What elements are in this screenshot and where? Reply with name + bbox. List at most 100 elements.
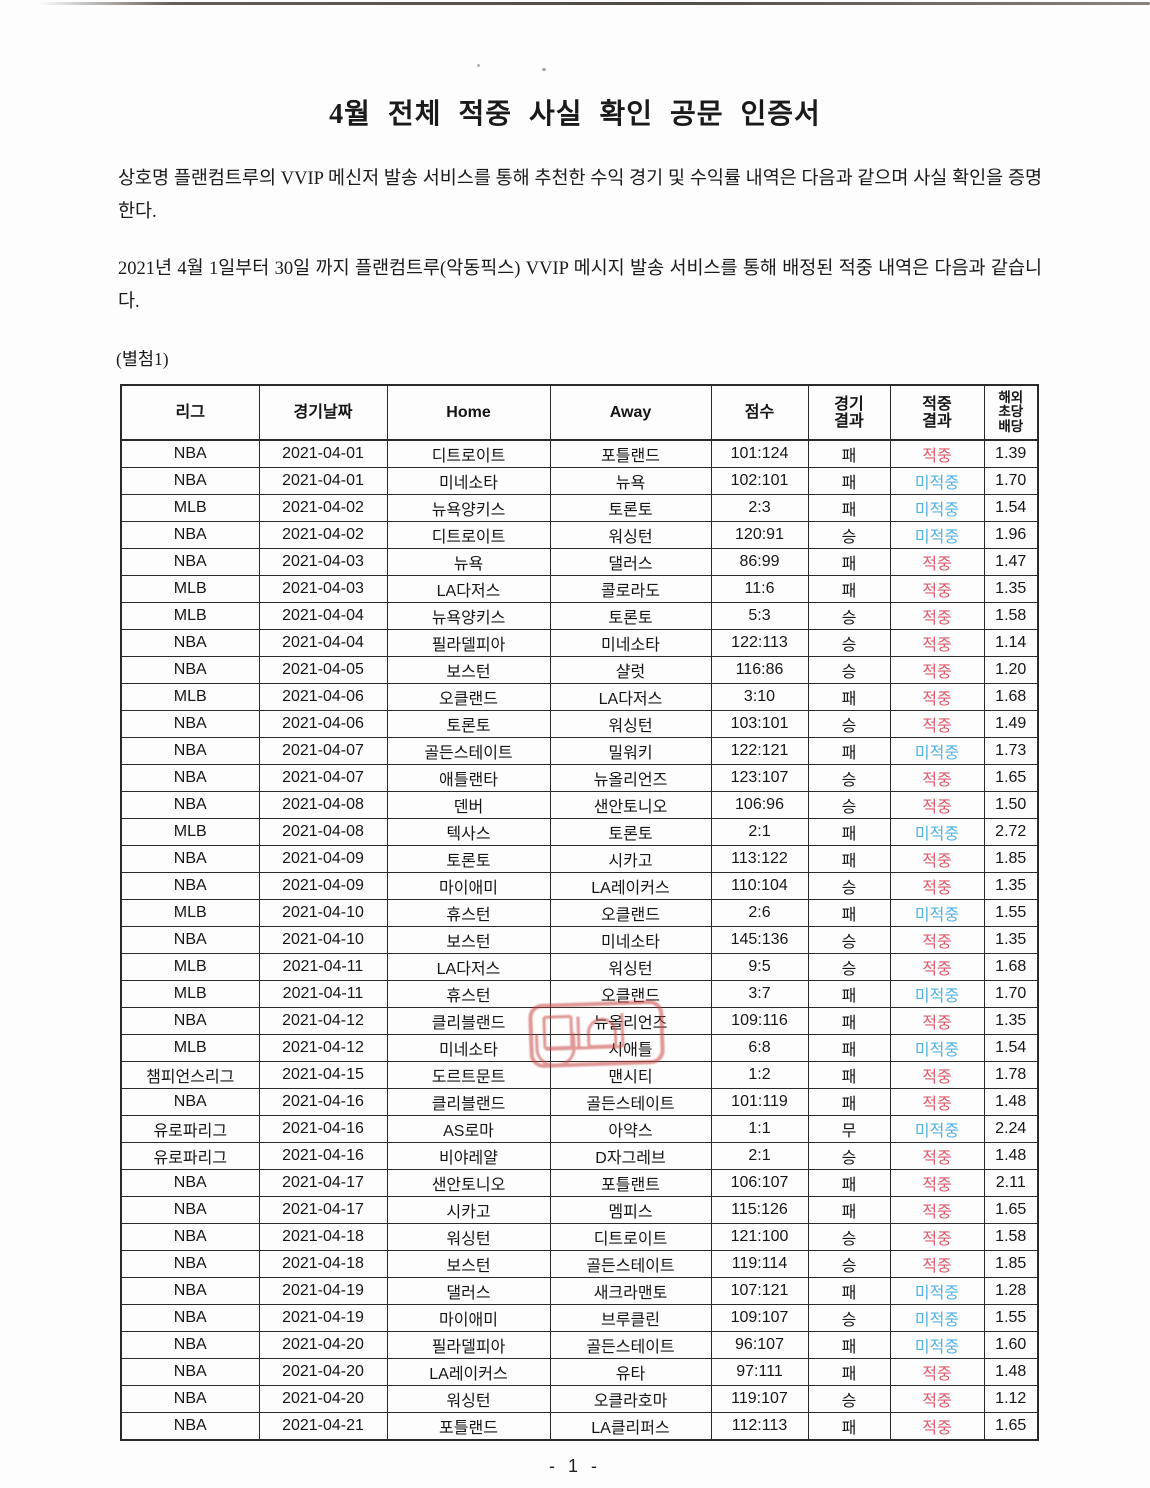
date-cell: 2021-04-03 (258, 575, 388, 603)
table-row: NBA 2021-04-17 시카고 멤피스 115:126 패 적중 1.65 (120, 1196, 1039, 1224)
away-cell: 샌안토니오 (549, 791, 712, 819)
odds-cell: 1.55 (983, 899, 1039, 927)
odds-cell: 1.65 (983, 764, 1039, 792)
column-header: Away (549, 384, 712, 441)
date-cell: 2021-04-09 (258, 845, 388, 873)
away-cell: D자그레브 (549, 1142, 712, 1170)
home-cell: LA다저스 (386, 953, 551, 981)
hit-cell: 적중 (889, 656, 985, 684)
hit-cell: 적중 (889, 845, 985, 873)
date-cell: 2021-04-11 (258, 980, 388, 1008)
result-cell: 승 (807, 791, 891, 819)
score-cell: 122:113 (710, 629, 809, 657)
page-number: - 1 - (548, 1456, 601, 1476)
result-cell: 패 (807, 1088, 891, 1116)
hit-cell: 미적중 (889, 980, 985, 1008)
result-cell: 패 (807, 439, 891, 468)
hit-cell: 적중 (889, 710, 985, 738)
table-row: 유로파리그 2021-04-16 비야레얄 D자그레브 2:1 승 적중 1.48 (120, 1142, 1039, 1170)
table-row: NBA 2021-04-08 덴버 샌안토니오 106:96 승 적중 1.50 (120, 791, 1039, 819)
result-cell: 승 (807, 1223, 891, 1251)
odds-cell: 1.28 (983, 1277, 1039, 1305)
league-cell: NBA (120, 1304, 260, 1332)
away-cell: LA클리퍼스 (549, 1412, 712, 1441)
stamp-glyph (586, 1017, 618, 1049)
table-row: NBA 2021-04-01 미네소타 뉴욕 102:101 패 미적중 1.70 (120, 467, 1039, 495)
hit-cell: 적중 (889, 872, 985, 900)
table-row: NBA 2021-04-20 필라델피아 골든스테이트 96:107 패 미적중 1.60 (120, 1331, 1039, 1359)
score-cell: 96:107 (710, 1331, 809, 1359)
hit-cell: 적중 (889, 1142, 985, 1170)
date-cell: 2021-04-12 (258, 1034, 388, 1062)
league-cell: MLB (120, 1034, 260, 1062)
home-cell: 뉴욕양키스 (386, 602, 551, 630)
period-paragraph: 2021년 4월 1일부터 30일 까지 플랜컴트루(악동픽스) VVIP 메시… (118, 259, 1042, 312)
score-cell: 113:122 (710, 845, 809, 873)
result-cell: 패 (807, 467, 891, 495)
away-cell: 맨시티 (549, 1061, 712, 1089)
home-cell: 디트로이트 (386, 439, 551, 468)
odds-cell: 1.49 (983, 710, 1039, 738)
away-cell: 오클라호마 (549, 1385, 712, 1413)
league-cell: NBA (120, 467, 260, 495)
hit-cell: 적중 (889, 548, 985, 576)
odds-cell: 1.54 (983, 1034, 1039, 1062)
score-cell: 9:5 (710, 953, 809, 981)
date-cell: 2021-04-16 (258, 1115, 388, 1143)
result-cell: 승 (807, 926, 891, 954)
score-cell: 102:101 (710, 467, 809, 495)
result-cell: 패 (807, 1277, 891, 1305)
table-row: NBA 2021-04-03 뉴욕 댈러스 86:99 패 적중 1.47 (120, 548, 1039, 576)
table-row: MLB 2021-04-12 미네소타 시애틀 6:8 패 미적중 1.54 (120, 1034, 1039, 1062)
date-cell: 2021-04-17 (258, 1196, 388, 1224)
date-cell: 2021-04-20 (258, 1385, 388, 1413)
table-row: NBA 2021-04-18 워싱턴 디트로이트 121:100 승 적중 1.58 (120, 1223, 1039, 1251)
odds-cell: 1.96 (983, 521, 1039, 549)
hit-cell: 미적중 (889, 467, 985, 495)
hit-cell: 적중 (889, 629, 985, 657)
date-cell: 2021-04-18 (258, 1223, 388, 1251)
table-row: NBA 2021-04-20 LA레이커스 유타 97:111 패 적중 1.48 (120, 1358, 1039, 1386)
away-cell: 워싱턴 (549, 953, 712, 981)
away-cell: LA다저스 (549, 683, 712, 711)
league-cell: NBA (120, 656, 260, 684)
score-cell: 97:111 (710, 1358, 809, 1386)
league-cell: NBA (120, 764, 260, 792)
odds-cell: 1.35 (983, 872, 1039, 900)
date-cell: 2021-04-02 (258, 521, 388, 549)
hit-cell: 적중 (889, 1385, 985, 1413)
score-cell: 120:91 (710, 521, 809, 549)
league-cell: 유로파리그 (120, 1142, 260, 1170)
hit-cell: 미적중 (889, 1115, 985, 1143)
away-cell: 디트로이트 (549, 1223, 712, 1251)
odds-cell: 1.47 (983, 548, 1039, 576)
away-cell: 토론토 (549, 494, 712, 522)
home-cell: 보스턴 (386, 926, 551, 954)
odds-cell: 1.58 (983, 1223, 1039, 1251)
hit-cell: 적중 (889, 683, 985, 711)
league-cell: MLB (120, 980, 260, 1008)
result-cell: 무 (807, 1115, 891, 1143)
hit-cell: 미적중 (889, 1331, 985, 1359)
hit-cell: 적중 (889, 602, 985, 630)
result-cell: 승 (807, 656, 891, 684)
away-cell: 포틀랜트 (549, 1169, 712, 1197)
score-cell: 116:86 (710, 656, 809, 684)
table-row: MLB 2021-04-04 뉴욕양키스 토론토 5:3 승 적중 1.58 (120, 602, 1039, 630)
column-header: 경기날짜 (258, 384, 388, 441)
table-row: 챔피언스리그 2021-04-15 도르트문트 맨시티 1:2 패 적중 1.78 (120, 1061, 1039, 1089)
date-cell: 2021-04-06 (258, 710, 388, 738)
result-cell: 패 (807, 1034, 891, 1062)
result-cell: 승 (807, 1250, 891, 1278)
header-row: 리그 경기날짜 Home Away 점수 경기 결과 적중 결과 해외 초당 배당 (120, 384, 1039, 441)
date-cell: 2021-04-04 (258, 602, 388, 630)
column-header: 리그 (120, 384, 260, 441)
date-cell: 2021-04-16 (258, 1088, 388, 1116)
table-row: NBA 2021-04-01 디트로이트 포틀랜드 101:124 패 적중 1.39 (120, 439, 1039, 468)
table-row: NBA 2021-04-07 애틀랜타 뉴올리언즈 123:107 승 적중 1.65 (120, 764, 1039, 792)
league-cell: NBA (120, 1412, 260, 1441)
away-cell: 시카고 (549, 845, 712, 873)
odds-cell: 1.54 (983, 494, 1039, 522)
date-cell: 2021-04-16 (258, 1142, 388, 1170)
odds-cell: 1.70 (983, 980, 1039, 1008)
